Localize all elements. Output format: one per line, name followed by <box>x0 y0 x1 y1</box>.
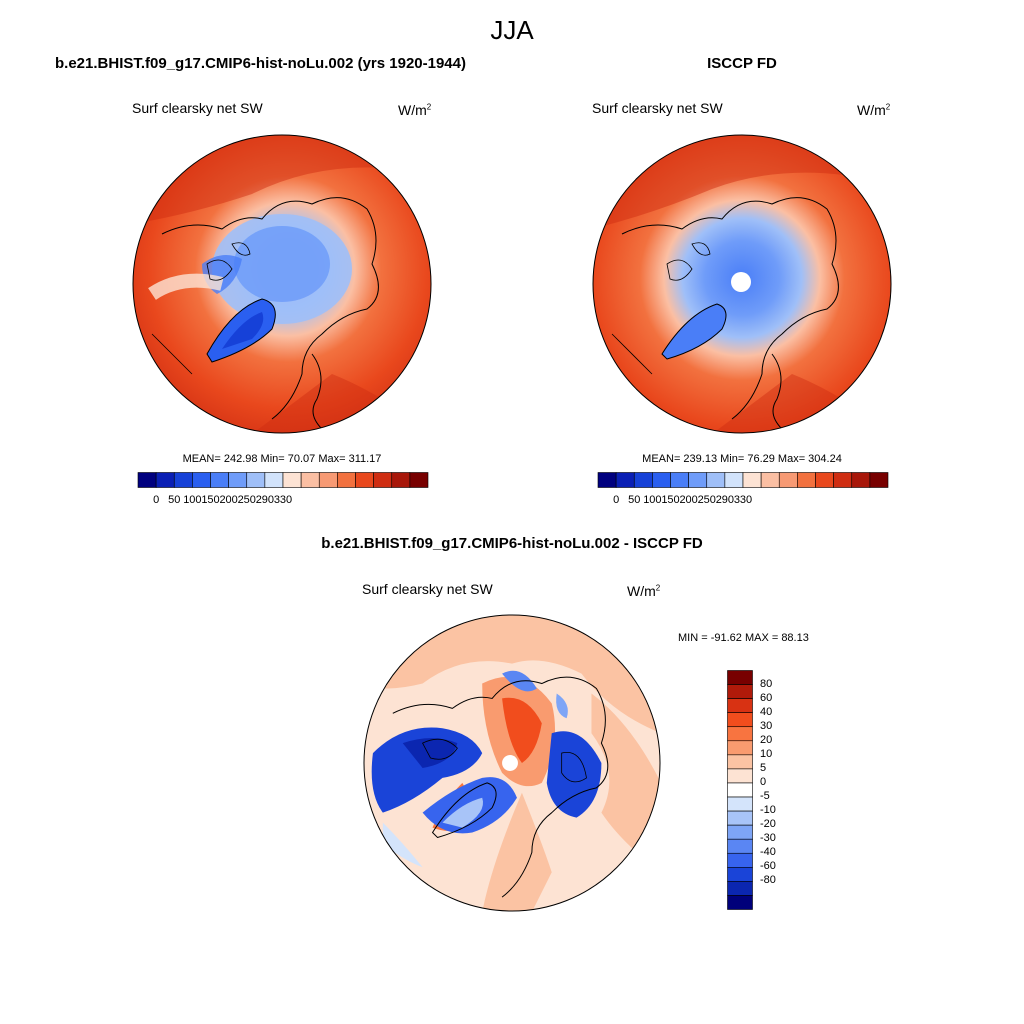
colorbar-box <box>727 684 753 699</box>
colorbar-box <box>869 472 889 488</box>
colorbar-box <box>373 472 393 488</box>
colorbar-tick-label: 5 <box>760 761 767 774</box>
colorbar-box <box>391 472 411 488</box>
colorbar-box <box>727 670 753 685</box>
colorbar-tick-label: 0 <box>613 494 620 506</box>
colorbar-tick-label: 290 <box>715 494 735 506</box>
colorbar-tick-label: 100 <box>183 494 202 506</box>
colorbar-box <box>727 895 753 910</box>
colorbar-tick-label: 250 <box>237 494 256 506</box>
colorbar-tick-label: 250 <box>697 494 716 506</box>
colorbar-box <box>246 472 266 488</box>
colorbar-box <box>727 867 753 882</box>
colorbar-tick-label: -40 <box>760 846 776 859</box>
colorbar-box <box>300 472 320 488</box>
colorbar-box <box>652 472 671 488</box>
diff-title: b.e21.BHIST.f09_g17.CMIP6-hist-noLu.002 … <box>321 535 703 552</box>
colorbar-tick-label: -20 <box>760 818 776 831</box>
colorbar-tick-label: -80 <box>760 874 776 887</box>
colorbar-box <box>155 472 175 488</box>
colorbar-box <box>318 472 338 488</box>
panel2-variable: Surf clearsky net SW <box>592 100 723 116</box>
colorbar-box <box>137 472 157 488</box>
colorbar-box <box>727 838 753 854</box>
colorbar-tick-label: 20 <box>760 733 773 746</box>
colorbar-box <box>851 472 871 488</box>
colorbar-box <box>727 810 753 826</box>
colorbar-box <box>615 472 635 488</box>
panel1-map <box>132 134 432 434</box>
colorbar-box <box>727 852 753 868</box>
colorbar-box <box>282 472 302 488</box>
panel1-title: b.e21.BHIST.f09_g17.CMIP6-hist-noLu.002 … <box>55 55 466 72</box>
colorbar-box <box>264 472 284 488</box>
colorbar-box <box>727 782 753 798</box>
colorbar-tick-label: 100 <box>643 494 662 506</box>
colorbar-tick-label: 0 <box>760 775 767 788</box>
colorbar-box <box>797 472 816 488</box>
colorbar-tick-label: -10 <box>760 804 776 817</box>
colorbar-tick-label: -30 <box>760 832 776 845</box>
colorbar-box <box>727 712 753 728</box>
colorbar-box <box>409 472 429 488</box>
panel1-units: W/m2 <box>398 102 432 118</box>
colorbar-box <box>727 726 753 742</box>
diff-variable: Surf clearsky net SW <box>362 581 493 597</box>
colorbar-box <box>724 472 744 488</box>
colorbar-box <box>173 472 193 488</box>
colorbar-box <box>727 754 753 770</box>
colorbar-tick-label: 60 <box>760 691 773 704</box>
colorbar-tick-label: 330 <box>273 494 293 506</box>
colorbar-tick-label: 200 <box>679 494 698 506</box>
season-title: JJA <box>490 15 534 45</box>
diff-units: W/m2 <box>627 583 661 599</box>
colorbar-box <box>210 472 229 488</box>
colorbar-box <box>727 740 753 756</box>
colorbar-tick-label: 30 <box>760 719 773 732</box>
diff-colorbar <box>727 670 753 910</box>
panel1-stats: MEAN= 242.98 Min= 70.07 Max= 311.17 <box>182 453 382 465</box>
colorbar-tick-label: 200 <box>219 494 238 506</box>
panel1-colorbar <box>137 472 429 488</box>
colorbar-tick-label: 0 <box>153 494 160 506</box>
colorbar-tick-label: 150 <box>201 494 220 506</box>
panel2-title: ISCCP FD <box>707 55 777 72</box>
panel1-variable: Surf clearsky net SW <box>132 100 263 116</box>
panel2-colorbar <box>597 472 889 488</box>
colorbar-tick-label: 40 <box>760 705 773 718</box>
diff-map <box>363 614 661 912</box>
panel2-units: W/m2 <box>857 102 891 118</box>
colorbar-box <box>760 472 780 488</box>
colorbar-box <box>727 796 753 812</box>
colorbar-tick-label: 290 <box>255 494 275 506</box>
colorbar-tick-label: 50 <box>628 494 641 506</box>
panel2-stats: MEAN= 239.13 Min= 76.29 Max= 304.24 <box>642 453 842 465</box>
colorbar-box <box>633 472 653 488</box>
colorbar-box <box>337 472 356 488</box>
colorbar-box <box>597 472 617 488</box>
colorbar-tick-label: 330 <box>733 494 753 506</box>
colorbar-tick-label: 10 <box>760 747 773 760</box>
colorbar-box <box>742 472 762 488</box>
colorbar-tick-label: 80 <box>760 677 773 690</box>
colorbar-tick-label: 50 <box>168 494 181 506</box>
colorbar-tick-label: -60 <box>760 860 776 873</box>
colorbar-tick-label: -5 <box>760 790 770 803</box>
colorbar-box <box>778 472 798 488</box>
colorbar-box <box>727 698 753 713</box>
colorbar-box <box>815 472 834 488</box>
colorbar-box <box>727 768 753 784</box>
panel2-map <box>592 134 892 434</box>
colorbar-box <box>706 472 726 488</box>
colorbar-box <box>727 824 753 840</box>
colorbar-box <box>192 472 211 488</box>
colorbar-box <box>355 472 374 488</box>
colorbar-tick-label: 150 <box>661 494 680 506</box>
colorbar-box <box>727 881 753 896</box>
colorbar-box <box>833 472 853 488</box>
diff-minmax: MIN = -91.62 MAX = 88.13 <box>678 632 809 644</box>
colorbar-box <box>228 472 248 488</box>
colorbar-box <box>688 472 708 488</box>
colorbar-box <box>670 472 689 488</box>
